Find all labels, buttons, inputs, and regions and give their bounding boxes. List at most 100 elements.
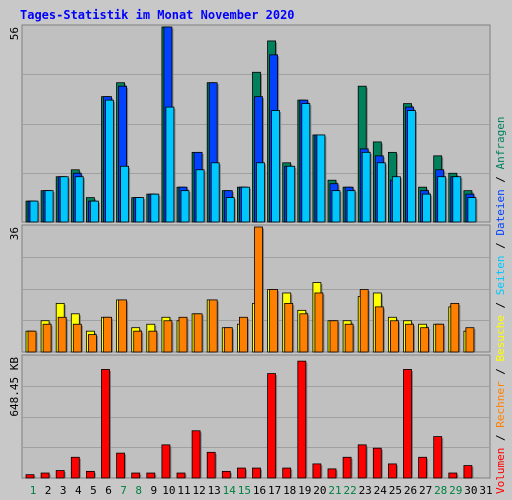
- bar-seiten-day-25: [391, 176, 401, 223]
- x-label: 14: [223, 484, 237, 497]
- bar-seiten-day-9: [150, 193, 160, 223]
- bar-seiten-day-12: [195, 169, 205, 223]
- x-label: 29: [449, 484, 462, 497]
- bar-volumen-day-17: [267, 373, 277, 479]
- bar-rechner-day-19: [299, 313, 309, 353]
- x-label: 1: [30, 484, 37, 497]
- x-label: 23: [359, 484, 372, 497]
- x-label: 30: [464, 484, 477, 497]
- x-label: 11: [177, 484, 190, 497]
- x-label: 7: [120, 484, 127, 497]
- bar-volumen-day-28: [433, 436, 443, 479]
- bar-rechner-day-5: [88, 334, 97, 353]
- bar-seiten-day-27: [422, 193, 432, 223]
- bar-volumen-day-30: [463, 465, 473, 479]
- bar-volumen-day-23: [357, 444, 367, 479]
- bar-seiten-day-14: [225, 197, 235, 223]
- bar-rechner-day-12: [193, 313, 203, 353]
- legend-entry: Seiten: [494, 256, 507, 296]
- bar-volumen-day-19: [297, 360, 307, 479]
- bar-rechner-day-8: [133, 330, 143, 353]
- bar-seiten-day-23: [361, 151, 371, 223]
- x-label: 16: [253, 484, 266, 497]
- x-label: 17: [268, 484, 281, 497]
- bar-seiten-day-10: [165, 106, 175, 223]
- x-label: 27: [419, 484, 432, 497]
- x-label: 2: [45, 484, 52, 497]
- bar-rechner-day-27: [420, 327, 430, 353]
- bar-volumen-day-15: [236, 467, 246, 479]
- x-label: 4: [75, 484, 82, 497]
- x-label: 20: [313, 484, 326, 497]
- bar-volumen-day-9: [146, 472, 156, 479]
- bar-volumen-day-20: [312, 463, 322, 479]
- x-label: 28: [434, 484, 447, 497]
- bar-seiten-day-16: [256, 162, 265, 223]
- x-label: 24: [374, 484, 388, 497]
- bar-rechner-day-6: [103, 316, 112, 353]
- x-label: 10: [162, 484, 175, 497]
- bar-rechner-day-26: [405, 323, 414, 353]
- x-label: 12: [192, 484, 205, 497]
- bar-seiten-day-18: [286, 165, 296, 223]
- legend-entry: Anfragen: [494, 116, 507, 169]
- bar-volumen-day-12: [191, 430, 201, 479]
- bar-seiten-day-30: [467, 197, 477, 223]
- legend-entry: /: [494, 236, 507, 256]
- bar-rechner-day-11: [178, 316, 188, 353]
- bar-volumen-day-16: [252, 467, 261, 479]
- x-label: 5: [90, 484, 97, 497]
- bar-rechner-day-28: [435, 323, 445, 353]
- bar-rechner-day-21: [329, 320, 339, 353]
- bar-seiten-day-13: [210, 162, 220, 223]
- x-label: 18: [283, 484, 296, 497]
- bar-volumen-day-26: [403, 369, 412, 479]
- bar-rechner-day-17: [269, 289, 279, 353]
- bar-rechner-day-23: [359, 289, 369, 353]
- bar-seiten-day-19: [301, 103, 311, 223]
- bar-seiten-day-11: [180, 190, 190, 223]
- bar-volumen-day-6: [101, 369, 110, 479]
- bar-volumen-day-13: [206, 451, 216, 479]
- bar-seiten-day-7: [120, 165, 129, 223]
- bar-seiten-day-1: [29, 200, 39, 223]
- bar-volumen-day-24: [372, 447, 382, 479]
- bar-rechner-day-29: [450, 302, 460, 353]
- ymax-label-bottom: 648.45 KB: [8, 357, 21, 417]
- x-label: 31: [479, 484, 492, 497]
- legend-entry: Rechner: [494, 381, 507, 428]
- x-label: 3: [60, 484, 67, 497]
- x-label: 6: [105, 484, 112, 497]
- bar-rechner-day-9: [148, 330, 158, 353]
- bar-seiten-day-6: [105, 99, 114, 223]
- bar-seiten-day-22: [346, 190, 356, 223]
- bar-volumen-day-11: [176, 472, 186, 479]
- bar-volumen-day-8: [131, 472, 141, 479]
- bar-seiten-day-4: [74, 176, 84, 223]
- bar-rechner-day-20: [314, 292, 324, 353]
- bar-rechner-day-25: [389, 320, 399, 353]
- bar-seiten-day-21: [331, 190, 341, 223]
- bar-seiten-day-26: [407, 110, 416, 223]
- x-label: 13: [208, 484, 221, 497]
- bar-rechner-day-15: [238, 316, 248, 353]
- bar-seiten-day-8: [135, 197, 145, 223]
- bar-rechner-day-13: [208, 299, 218, 353]
- bar-rechner-day-7: [118, 299, 127, 353]
- bar-seiten-day-20: [316, 134, 326, 223]
- bar-volumen-day-27: [418, 456, 428, 479]
- legend-entry: /: [494, 428, 507, 448]
- bar-seiten-day-3: [59, 176, 69, 223]
- bar-rechner-day-16: [254, 226, 263, 353]
- ymax-label-top: 56: [8, 27, 21, 40]
- bar-seiten-day-17: [271, 110, 281, 223]
- bar-rechner-day-18: [284, 302, 294, 353]
- x-label: 22: [343, 484, 356, 497]
- bar-volumen-day-29: [448, 472, 458, 479]
- legend-entry: /: [494, 295, 507, 315]
- bar-volumen-day-1: [25, 474, 35, 479]
- x-label: 15: [238, 484, 251, 497]
- legend-entry: Volumen: [494, 448, 507, 494]
